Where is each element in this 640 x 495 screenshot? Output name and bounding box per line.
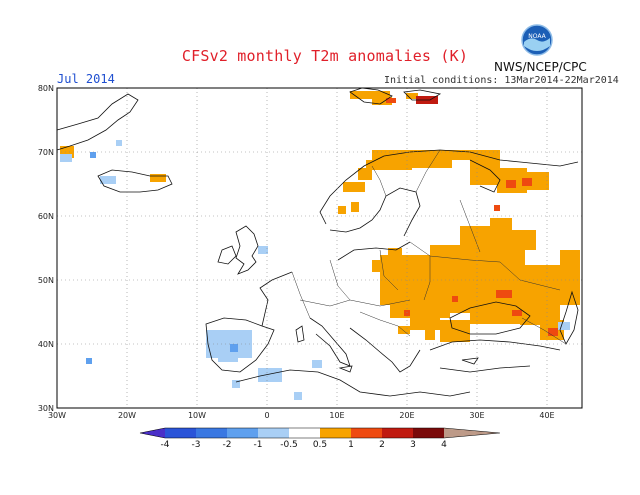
lon-tick-label: 10E [329, 411, 344, 420]
forecast-period: Jul 2014 [57, 72, 115, 86]
grid-lines [57, 88, 582, 408]
country-borders [291, 149, 567, 345]
colorbar-segment [227, 428, 258, 438]
lon-tick-label: 0 [264, 411, 269, 420]
colorbar-segment [413, 428, 444, 438]
colorbar-label: -1 [254, 440, 263, 450]
initial-conditions: Initial conditions: 13Mar2014-22Mar2014 [384, 75, 619, 86]
colorbar-high-triangle [444, 428, 500, 438]
lat-axis: 30N 40N 50N 60N 70N 80N [38, 84, 54, 413]
colorbar-label: 0.5 [313, 440, 327, 450]
lat-tick-label: 30N [38, 404, 54, 413]
colorbar-label: -4 [161, 440, 170, 450]
colorbar-low-triangle [140, 428, 165, 438]
moderate-negative-anomaly-region [86, 152, 238, 364]
agency-label: NWS/NCEP/CPC [494, 60, 587, 74]
lat-tick-label: 50N [38, 276, 54, 285]
colorbar-segment [351, 428, 382, 438]
lon-tick-label: 30E [469, 411, 484, 420]
colorbar-segment [382, 428, 413, 438]
map-frame [56, 87, 583, 409]
coastlines [56, 87, 579, 397]
lon-tick-label: 40E [539, 411, 554, 420]
colorbar-label: -2 [223, 440, 232, 450]
lon-tick-label: 10W [188, 411, 206, 420]
noaa-logo-icon: NOAA [521, 24, 553, 56]
lat-tick-label: 60N [38, 212, 54, 221]
chart-title: CFSv2 monthly T2m anomalies (K) [181, 47, 469, 65]
colorbar-segment [289, 428, 320, 438]
colorbar-segment [320, 428, 351, 438]
lat-tick-label: 70N [38, 148, 54, 157]
colorbar-label: 3 [410, 440, 416, 450]
lat-tick-label: 40N [38, 340, 54, 349]
colorbar-segment [258, 428, 289, 438]
colorbar-label: 2 [379, 440, 385, 450]
lon-axis: 30W 20W 10W 0 10E 20E 30E 40E [48, 411, 555, 420]
colorbar-label: -3 [192, 440, 201, 450]
lat-tick-label: 80N [38, 84, 54, 93]
colorbar-label: -0.5 [280, 440, 298, 450]
lon-tick-label: 20W [118, 411, 136, 420]
lon-tick-label: 30W [48, 411, 66, 420]
colorbar: -4 -3 -2 -1 -0.5 0.5 1 2 3 4 [139, 427, 501, 450]
colorbar-segment [196, 428, 227, 438]
lon-tick-label: 20E [399, 411, 414, 420]
colorbar-label: 1 [348, 440, 354, 450]
colorbar-segment [165, 428, 196, 438]
colorbar-label: 4 [441, 440, 447, 450]
logo-text: NOAA [528, 33, 546, 40]
